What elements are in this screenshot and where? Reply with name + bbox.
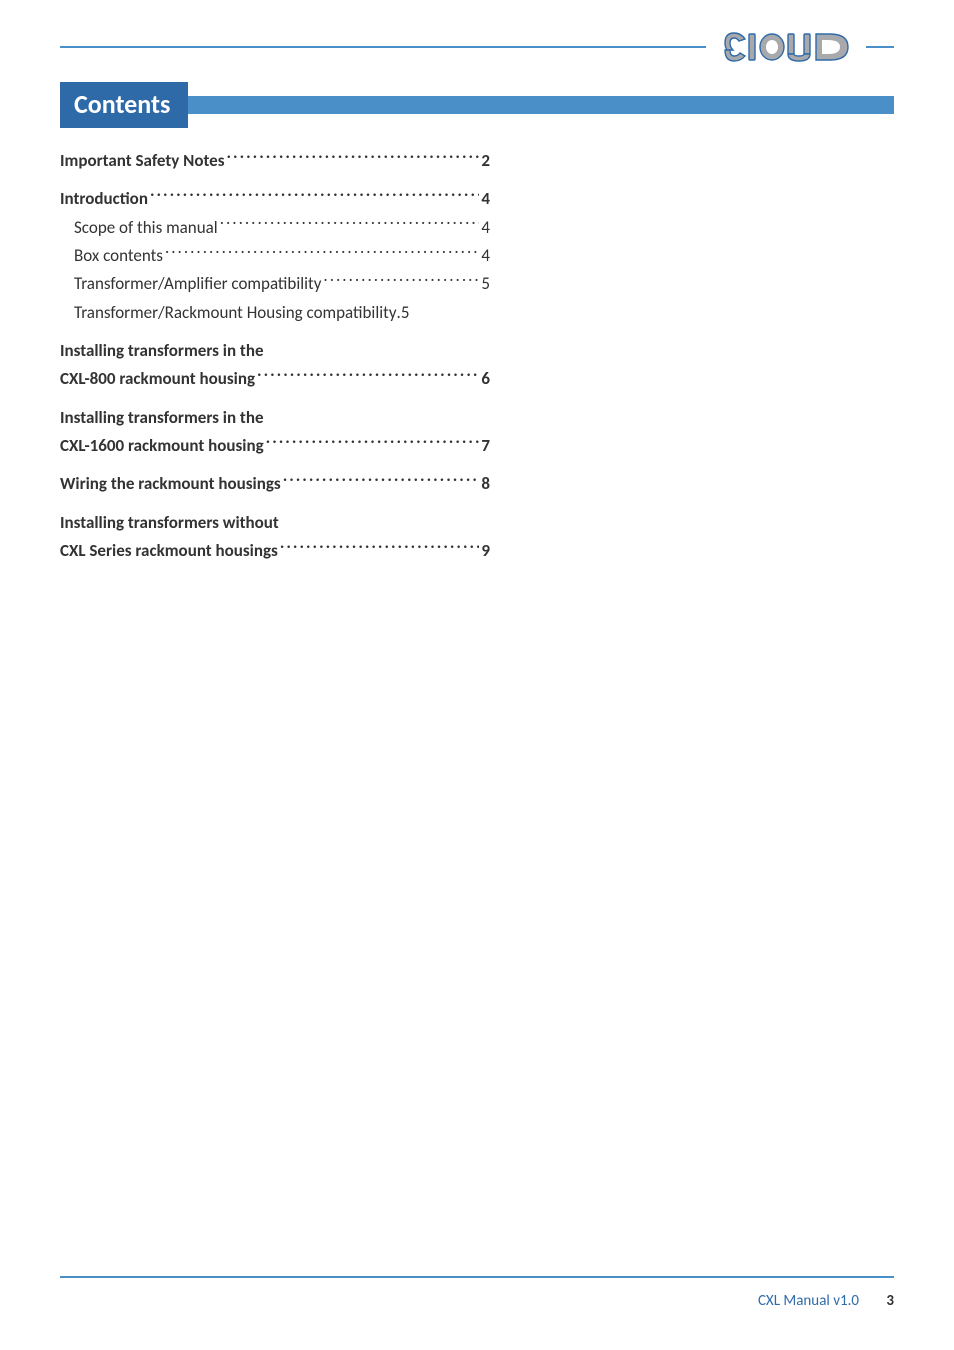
- contents-stripe: [188, 96, 894, 114]
- toc-label: Wiring the rackmount housings: [60, 471, 281, 497]
- footer-rule: [60, 1276, 894, 1278]
- toc-page: 4: [481, 215, 490, 241]
- header-rule-left: [60, 46, 706, 48]
- toc-leader-dots: [323, 272, 479, 289]
- toc-label: Scope of this manual: [74, 215, 218, 241]
- toc-entry: Installing transformers without: [60, 510, 490, 536]
- toc-entry: Scope of this manual 4: [60, 215, 490, 241]
- toc-entry: Introduction 4: [60, 186, 490, 212]
- header-rule-row: [60, 30, 894, 64]
- toc-label: Introduction: [60, 186, 148, 212]
- contents-title: Contents: [60, 82, 188, 128]
- toc-page: 7: [481, 433, 490, 459]
- toc-label: CXL-1600 rackmount housing: [60, 433, 264, 459]
- toc-leader-dots: [266, 434, 480, 451]
- toc-label: CXL-800 rackmount housing: [60, 366, 255, 392]
- toc-entry: Transformer/Rackmount Housing compatibil…: [60, 300, 490, 326]
- toc-page: 4: [481, 186, 490, 212]
- toc-entry: CXL Series rackmount housings 9: [60, 538, 490, 564]
- toc-entry: Transformer/Amplifier compatibility 5: [60, 271, 490, 297]
- toc-page: 2: [481, 148, 490, 174]
- toc-leader-dots: [220, 216, 480, 233]
- toc-entry: Installing transformers in the: [60, 405, 490, 431]
- contents-header: Contents: [60, 82, 894, 128]
- toc-leader-dots: [227, 149, 480, 166]
- toc-leader-dots: [257, 367, 479, 384]
- toc-page: 8: [481, 471, 490, 497]
- footer-page-number: 3: [886, 1292, 894, 1310]
- toc-label: Installing transformers in the: [60, 338, 264, 364]
- header-rule-right: [866, 46, 894, 48]
- toc-page: 4: [481, 243, 490, 269]
- toc-entry: CXL-800 rackmount housing 6: [60, 366, 490, 392]
- brand-logo: [722, 30, 852, 64]
- page-footer: CXL Manual v1.0 3: [60, 1276, 894, 1310]
- toc-leader-dots: [280, 539, 480, 556]
- table-of-contents: Important Safety Notes 2Introduction 4Sc…: [60, 148, 490, 564]
- toc-leader-dots: [150, 187, 479, 204]
- toc-label: Installing transformers in the: [60, 405, 264, 431]
- toc-page: 9: [481, 538, 490, 564]
- toc-label: Transformer/Rackmount Housing compatibil…: [74, 300, 397, 326]
- toc-label: CXL Series rackmount housings: [60, 538, 278, 564]
- toc-entry: CXL-1600 rackmount housing 7: [60, 433, 490, 459]
- toc-entry: Installing transformers in the: [60, 338, 490, 364]
- cloud-logo-icon: [722, 30, 852, 64]
- footer-text: CXL Manual v1.0 3: [60, 1292, 894, 1310]
- toc-label: Box contents: [74, 243, 163, 269]
- toc-leader-dots: [165, 244, 479, 261]
- toc-page: 5: [481, 271, 490, 297]
- toc-label: Important Safety Notes: [60, 148, 225, 174]
- toc-page: 6: [481, 366, 490, 392]
- toc-entry: Wiring the rackmount housings 8: [60, 471, 490, 497]
- toc-leader-dots: [283, 472, 480, 489]
- footer-doc-title: CXL Manual v1.0: [758, 1292, 859, 1310]
- toc-entry: Box contents 4: [60, 243, 490, 269]
- toc-label: Transformer/Amplifier compatibility: [74, 271, 321, 297]
- toc-entry: Important Safety Notes 2: [60, 148, 490, 174]
- toc-page: 5: [401, 300, 410, 326]
- toc-label: Installing transformers without: [60, 510, 279, 536]
